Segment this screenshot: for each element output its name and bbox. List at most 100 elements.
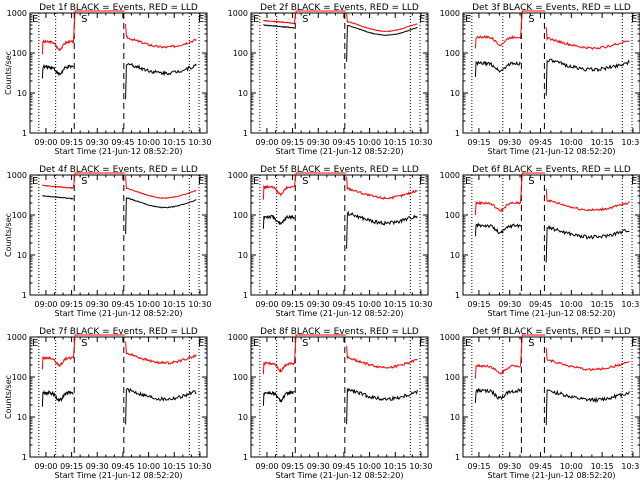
plot-frame — [29, 12, 208, 134]
marker-label-e: E — [419, 176, 425, 187]
y-tick-label: 1 — [22, 291, 27, 300]
panel-det-1: Det 1f BLACK = Events, RED = LLD 1 10 100 10… — [4, 3, 211, 156]
marker-label-e: E — [465, 14, 471, 25]
events-series-line-post — [545, 224, 630, 263]
x-tick-label: 10:00 — [358, 138, 381, 147]
chart-title: Det 9f BLACK = Events, RED = LLD — [472, 327, 631, 337]
lld-series-line-post — [125, 176, 197, 199]
y-tick-label: 1 — [243, 291, 248, 300]
y-tick-label: 1000 — [7, 333, 27, 342]
y-tick-label: 100 — [445, 373, 460, 382]
y-tick-label: 1000 — [440, 171, 460, 180]
y-tick-label: 1000 — [7, 171, 27, 180]
x-tick-label: 10:30 — [621, 138, 640, 147]
panel-det-7: Det 7f BLACK = Events, RED = LLD 1 10 100 10… — [4, 327, 211, 480]
y-axis-label: Counts/sec — [4, 375, 13, 419]
y-tick-label: 1000 — [228, 171, 248, 180]
x-axis-label: Start Time (21-Jun-12 08:52:20) — [55, 309, 183, 318]
x-tick-label: 09:15 — [467, 300, 490, 309]
y-tick-label: 100 — [445, 49, 460, 58]
x-tick-label: 10:00 — [560, 462, 583, 471]
x-tick-label: 09:45 — [529, 300, 552, 309]
marker-label-e: E — [198, 176, 204, 187]
plot-frame — [250, 174, 429, 296]
y-tick-label: 10 — [238, 251, 248, 260]
plot-frame — [250, 336, 429, 458]
events-series-line-pre — [42, 195, 74, 200]
x-tick-label: 09:30 — [86, 300, 109, 309]
x-tick-label: 10:30 — [409, 138, 432, 147]
marker-label-s: S — [81, 14, 87, 25]
panel-det-4: Det 4f BLACK = Events, RED = LLD 1 10 100 10… — [4, 165, 211, 318]
chart-title: Det 6f BLACK = Events, RED = LLD — [472, 165, 631, 175]
y-tick-label: 1000 — [440, 9, 460, 18]
y-tick-label: 10 — [17, 89, 27, 98]
x-tick-label: 09:30 — [86, 462, 109, 471]
x-axis-label: Start Time (21-Jun-12 08:52:20) — [488, 309, 616, 318]
x-tick-label: 09:00 — [34, 300, 57, 309]
events-series-line-pre — [474, 387, 521, 403]
plot-frame — [250, 12, 429, 134]
x-tick-label: 09:00 — [34, 138, 57, 147]
x-tick-label: 09:15 — [281, 462, 304, 471]
x-tick-label: 10:30 — [188, 462, 211, 471]
x-tick-label: 09:30 — [307, 300, 330, 309]
plot-frame — [29, 336, 208, 458]
x-tick-label: 10:00 — [560, 138, 583, 147]
x-tick-label: 09:00 — [34, 462, 57, 471]
x-tick-label: 10:00 — [137, 462, 160, 471]
x-tick-label: 09:15 — [60, 300, 83, 309]
events-series-line-pre — [474, 222, 521, 237]
x-tick-label: 09:15 — [467, 138, 490, 147]
x-tick-label: 09:45 — [529, 138, 552, 147]
x-tick-label: 10:30 — [621, 462, 640, 471]
x-tick-label: 10:15 — [591, 300, 614, 309]
x-tick-label: 09:45 — [332, 462, 355, 471]
marker-label-s: S — [528, 338, 534, 349]
x-tick-label: 10:30 — [409, 300, 432, 309]
x-tick-label: 09:45 — [111, 300, 134, 309]
x-tick-label: 09:15 — [281, 138, 304, 147]
lld-series-line-post — [346, 12, 418, 33]
y-tick-label: 100 — [12, 211, 27, 220]
panel-det-2: Det 2f BLACK = Events, RED = LLD 1 10 100 10… — [228, 3, 433, 156]
lld-series-line-pre — [262, 334, 346, 375]
events-series-line-post — [125, 387, 197, 425]
events-series-line-post — [346, 24, 418, 62]
x-tick-label: 10:15 — [591, 462, 614, 471]
events-series-line-pre — [262, 389, 295, 406]
x-tick-label: 09:00 — [255, 300, 278, 309]
x-tick-label: 09:15 — [467, 462, 490, 471]
x-tick-label: 09:30 — [498, 138, 521, 147]
y-axis-label: Counts/sec — [4, 51, 13, 95]
chart-title: Det 1f BLACK = Events, RED = LLD — [39, 3, 198, 13]
lld-series-line-post — [125, 23, 197, 49]
x-tick-label: 09:45 — [529, 462, 552, 471]
x-tick-label: 09:30 — [498, 462, 521, 471]
panel-det-3: Det 3f BLACK = Events, RED = LLD 1 10 100 10… — [440, 3, 640, 156]
x-tick-label: 09:45 — [111, 138, 134, 147]
marker-label-s: S — [81, 338, 87, 349]
y-tick-label: 10 — [238, 89, 248, 98]
lld-series-line-pre — [262, 172, 346, 200]
panel-det-8: Det 8f BLACK = Events, RED = LLD 1 10 100 10… — [228, 327, 433, 480]
events-series-line-pre — [41, 63, 74, 79]
marker-label-e: E — [631, 176, 637, 187]
y-tick-label: 100 — [445, 211, 460, 220]
marker-label-s: S — [302, 14, 308, 25]
events-series-line-pre — [263, 24, 295, 29]
x-tick-label: 10:15 — [163, 462, 186, 471]
lld-series-line-pre — [474, 334, 546, 379]
lld-series-line-pre — [474, 172, 546, 216]
x-axis-label: Start Time (21-Jun-12 08:52:20) — [55, 471, 183, 480]
marker-label-e: E — [253, 338, 259, 349]
x-tick-label: 09:00 — [255, 462, 278, 471]
x-tick-label: 09:00 — [255, 138, 278, 147]
y-tick-label: 1000 — [228, 9, 248, 18]
marker-label-e: E — [465, 176, 471, 187]
events-series-line-post — [545, 58, 630, 96]
y-axis-label: Counts/sec — [4, 213, 13, 257]
y-tick-label: 1 — [243, 453, 248, 462]
plot-frame — [462, 336, 640, 458]
